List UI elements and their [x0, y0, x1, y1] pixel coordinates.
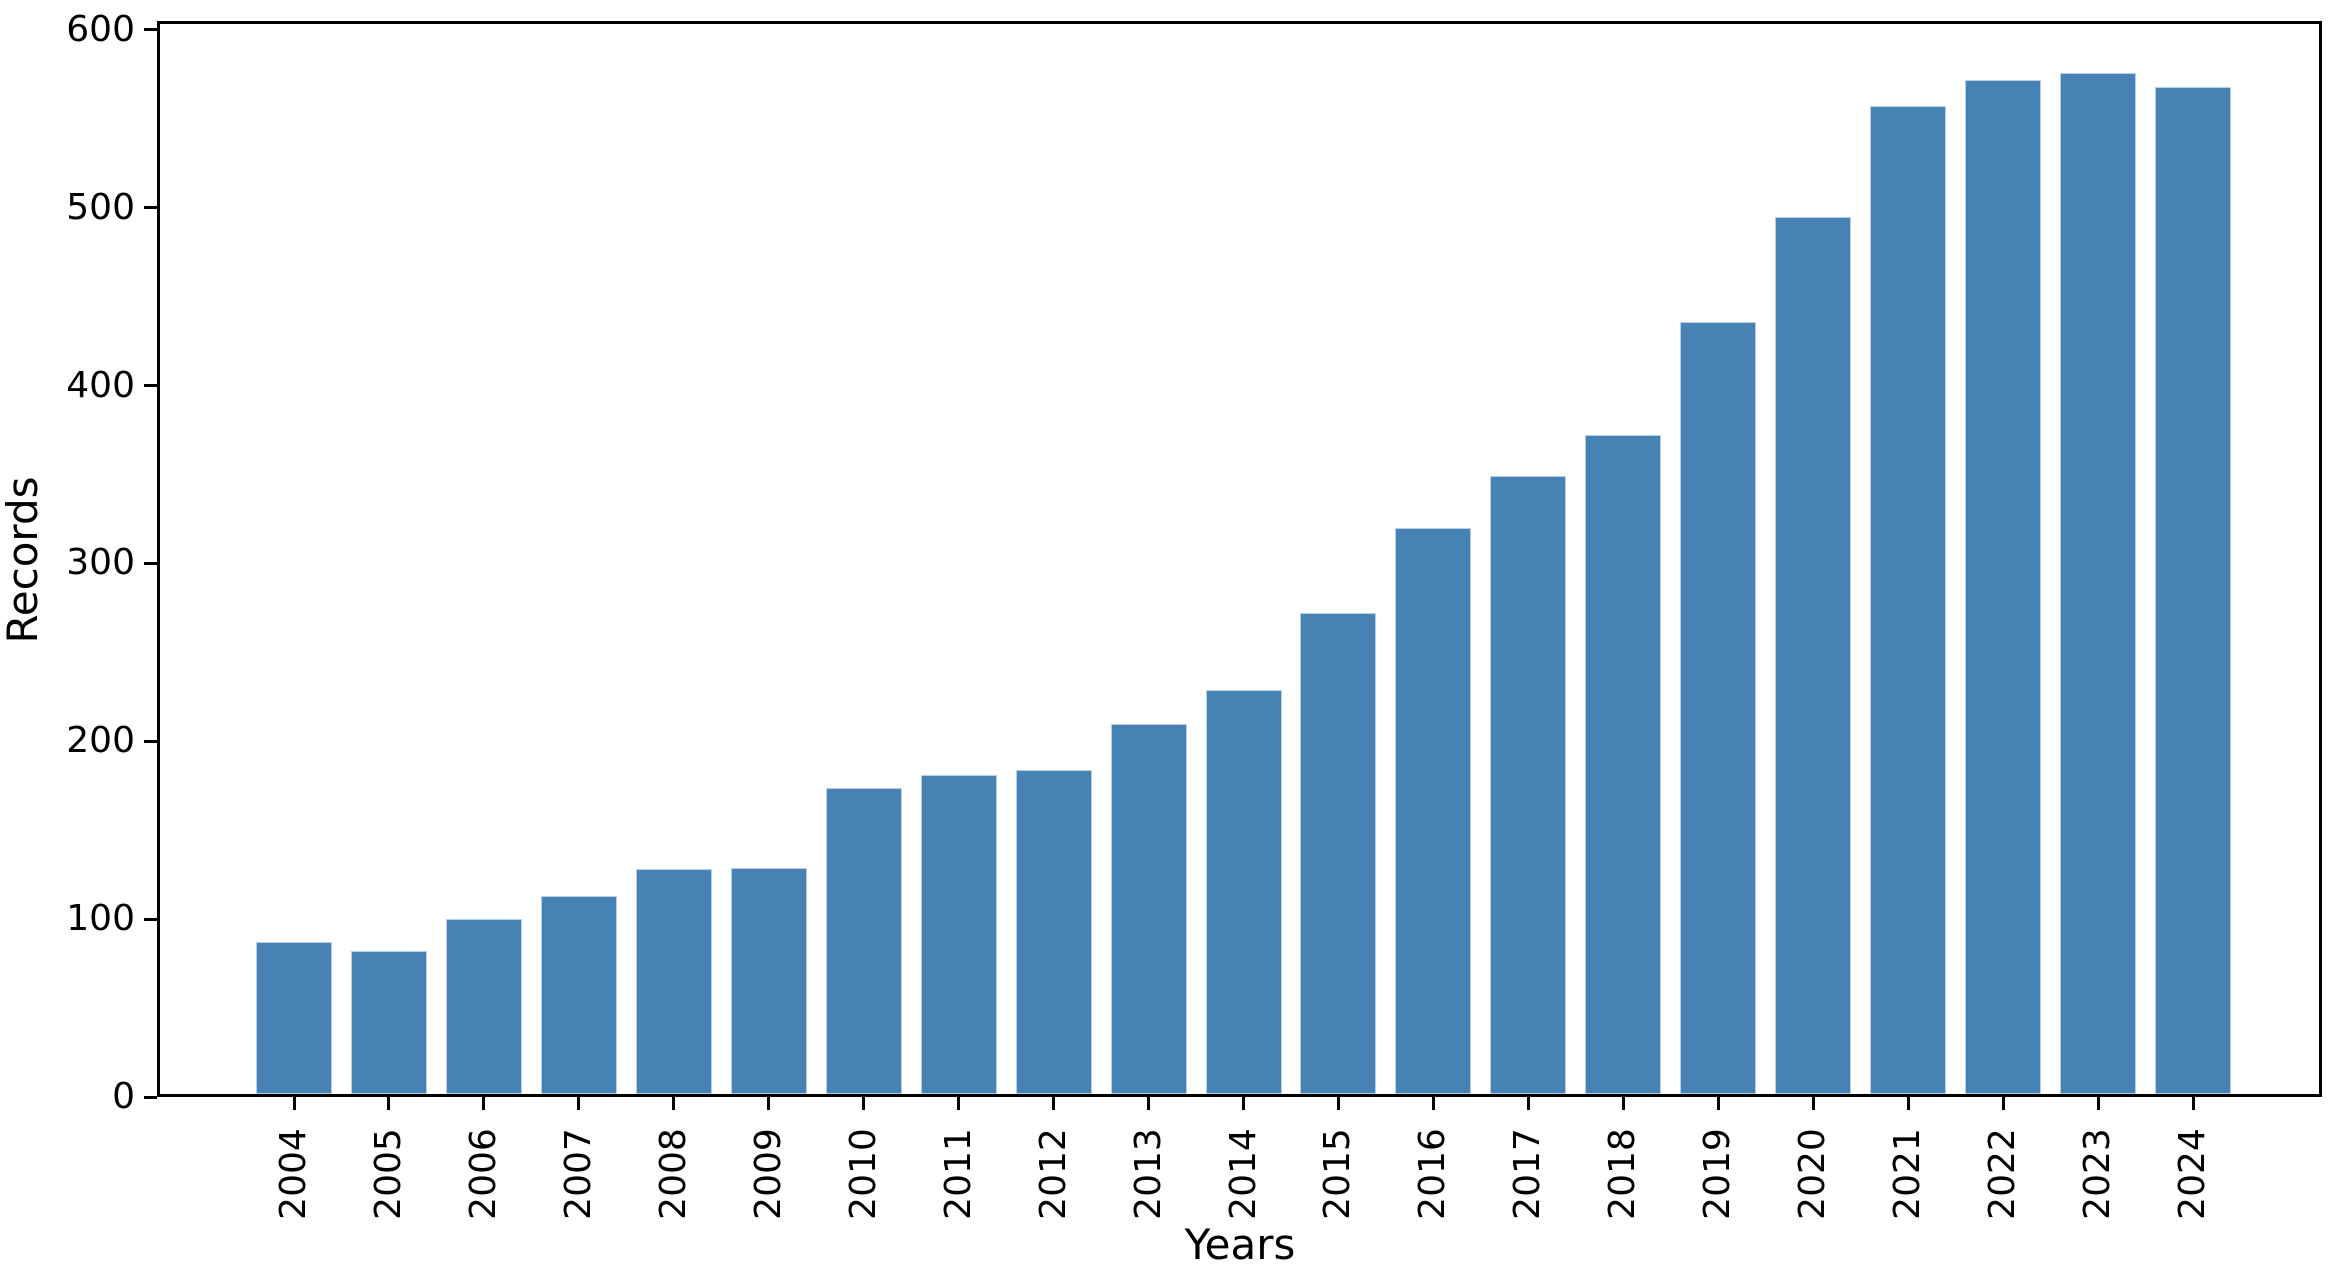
- x-tick-label-2007: 2007: [557, 1128, 599, 1220]
- y-tick-200: [144, 739, 157, 743]
- x-tick-label-2011: 2011: [937, 1128, 979, 1220]
- y-tick-label-300: 300: [66, 542, 135, 584]
- bar-2023: [2060, 72, 2137, 1094]
- bar-2016: [1395, 527, 1472, 1094]
- bar-2013: [1110, 723, 1187, 1094]
- x-tick-2015: [1336, 1097, 1340, 1110]
- y-tick-label-600: 600: [66, 8, 135, 50]
- bar-2021: [1870, 106, 1947, 1094]
- bar-2017: [1490, 476, 1567, 1094]
- x-tick-2009: [767, 1097, 771, 1110]
- y-tick-label-0: 0: [112, 1076, 135, 1117]
- y-tick-0: [144, 1095, 157, 1099]
- x-tick-2024: [2191, 1097, 2195, 1110]
- x-tick-label-2022: 2022: [1982, 1128, 2024, 1220]
- x-tick-2017: [1526, 1097, 1530, 1110]
- x-tick-2013: [1147, 1097, 1151, 1110]
- bar-2008: [635, 869, 712, 1094]
- bar-2012: [1015, 769, 1092, 1094]
- bar-2014: [1205, 689, 1282, 1094]
- x-tick-label-2004: 2004: [273, 1128, 314, 1220]
- y-tick-100: [144, 917, 157, 921]
- bar-2006: [445, 919, 522, 1094]
- x-tick-2020: [1811, 1097, 1815, 1110]
- x-tick-label-2009: 2009: [747, 1128, 789, 1220]
- x-tick-2012: [1052, 1097, 1056, 1110]
- x-tick-label-2010: 2010: [842, 1128, 884, 1220]
- bar-2011: [920, 775, 997, 1094]
- x-axis-label: Years: [1184, 1220, 1296, 1269]
- x-tick-2023: [2096, 1097, 2100, 1110]
- x-tick-label-2008: 2008: [652, 1128, 694, 1220]
- x-tick-label-2005: 2005: [367, 1128, 409, 1220]
- bar-2022: [1965, 79, 2042, 1094]
- bar-2004: [256, 942, 332, 1094]
- x-tick-2019: [1716, 1097, 1720, 1110]
- y-tick-400: [144, 384, 157, 388]
- x-tick-2006: [482, 1097, 486, 1110]
- bar-2018: [1585, 435, 1662, 1094]
- y-tick-500: [144, 206, 157, 210]
- bar-2019: [1680, 321, 1757, 1094]
- x-tick-label-2019: 2019: [1697, 1128, 1739, 1220]
- bar-2024: [2155, 86, 2231, 1094]
- x-tick-2007: [577, 1097, 581, 1110]
- x-tick-2021: [1906, 1097, 1910, 1110]
- x-tick-2004: [292, 1097, 296, 1110]
- x-tick-label-2024: 2024: [2172, 1128, 2213, 1220]
- y-tick-label-200: 200: [66, 720, 135, 762]
- x-tick-2008: [672, 1097, 676, 1110]
- x-tick-2018: [1621, 1097, 1625, 1110]
- x-tick-label-2017: 2017: [1507, 1128, 1549, 1220]
- bar-2020: [1775, 216, 1852, 1094]
- x-tick-label-2023: 2023: [2077, 1128, 2119, 1220]
- x-tick-label-2018: 2018: [1602, 1128, 1644, 1220]
- y-tick-600: [144, 28, 157, 32]
- x-tick-2014: [1242, 1097, 1245, 1110]
- x-tick-label-2020: 2020: [1792, 1128, 1834, 1220]
- bar-2005: [350, 951, 427, 1094]
- y-tick-300: [144, 561, 157, 565]
- bar-2009: [730, 867, 807, 1094]
- y-axis-label: Records: [0, 476, 47, 644]
- y-tick-label-400: 400: [66, 364, 135, 406]
- x-tick-label-2006: 2006: [462, 1128, 504, 1220]
- x-tick-2005: [387, 1097, 391, 1110]
- x-tick-label-2021: 2021: [1887, 1128, 1929, 1220]
- x-tick-2016: [1431, 1097, 1435, 1110]
- y-tick-label-500: 500: [66, 186, 135, 228]
- bar-2007: [540, 896, 617, 1094]
- x-tick-2011: [957, 1097, 961, 1110]
- x-tick-2022: [2001, 1097, 2005, 1110]
- bar-2010: [825, 787, 902, 1094]
- y-tick-label-100: 100: [66, 898, 135, 940]
- bar-2015: [1300, 613, 1377, 1094]
- x-tick-2010: [862, 1097, 866, 1110]
